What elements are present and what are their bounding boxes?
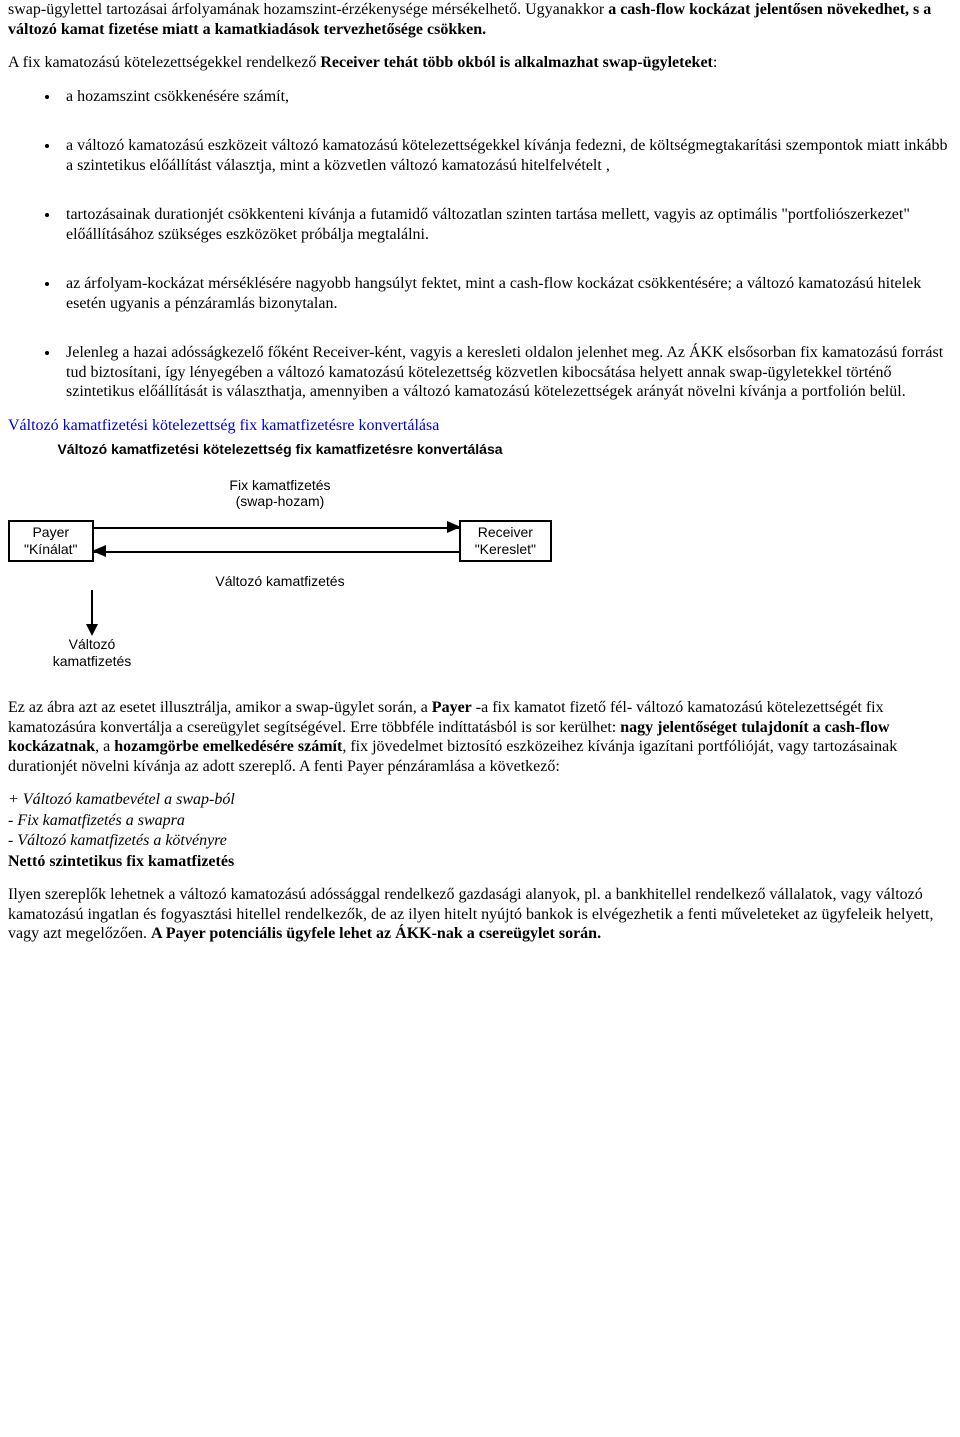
paragraph-receiver-lead: A fix kamatozású kötelezettségekkel rend… xyxy=(8,53,952,73)
swap-diagram: Változó kamatfizetési kötelezettség fix … xyxy=(8,441,552,670)
diagram-var-label: Változó kamatfizetés xyxy=(8,573,552,590)
payer-box: Payer "Kínálat" xyxy=(8,520,94,562)
cashflow-net: Nettó szintetikus fix kamatfizetés xyxy=(8,852,952,872)
document-page: swap-ügylettel tartozásai árfolyamának h… xyxy=(0,0,960,982)
paragraph-intro: swap-ügylettel tartozásai árfolyamának h… xyxy=(8,0,952,39)
cashflow-line: + Változó kamatbevétel a swap-ból xyxy=(8,790,952,810)
cashflow-line: - Fix kamatfizetés a swapra xyxy=(8,811,952,831)
diagram-fix-label: Fix kamatfizetés (swap-hozam) xyxy=(8,477,552,509)
cashflow-list: + Változó kamatbevétel a swap-ból - Fix … xyxy=(8,790,952,871)
cashflow-line: - Változó kamatfizetés a kötvényre xyxy=(8,831,952,851)
list-item: az árfolyam-kockázat mérséklésére nagyob… xyxy=(60,274,952,313)
list-item: tartozásainak durationjét csökkenteni kí… xyxy=(60,205,952,244)
section-heading-link[interactable]: Változó kamatfizetési kötelezettség fix … xyxy=(8,416,952,436)
diagram-fix-label-line2: (swap-hozam) xyxy=(8,493,552,509)
diagram-fix-label-line1: Fix kamatfizetés xyxy=(8,477,552,493)
list-item: Jelenleg a hazai adósságkezelő főként Re… xyxy=(60,343,952,402)
paragraph-payer: Ez az ábra azt az esetet illusztrálja, a… xyxy=(8,698,952,776)
arrow-left-icon xyxy=(92,545,106,557)
diagram-arrows xyxy=(94,511,459,571)
payer-down-label-1: Változó xyxy=(32,636,152,653)
list-item: a változó kamatozású eszközeit változó k… xyxy=(60,136,952,175)
payer-down-branch: Változó kamatfizetés xyxy=(32,590,152,670)
list-item: a hozamszint csökkenésére számít, xyxy=(60,87,952,107)
diagram-title: Változó kamatfizetési kötelezettség fix … xyxy=(8,441,552,459)
receiver-bullet-list: a hozamszint csökkenésére számít, a vált… xyxy=(8,87,952,402)
paragraph-closing: Ilyen szereplők lehetnek a változó kamat… xyxy=(8,885,952,944)
arrow-right-icon xyxy=(447,521,461,533)
receiver-box: Receiver "Kereslet" xyxy=(459,520,552,562)
arrow-down-icon xyxy=(86,624,98,636)
payer-down-label-2: kamatfizetés xyxy=(32,653,152,670)
